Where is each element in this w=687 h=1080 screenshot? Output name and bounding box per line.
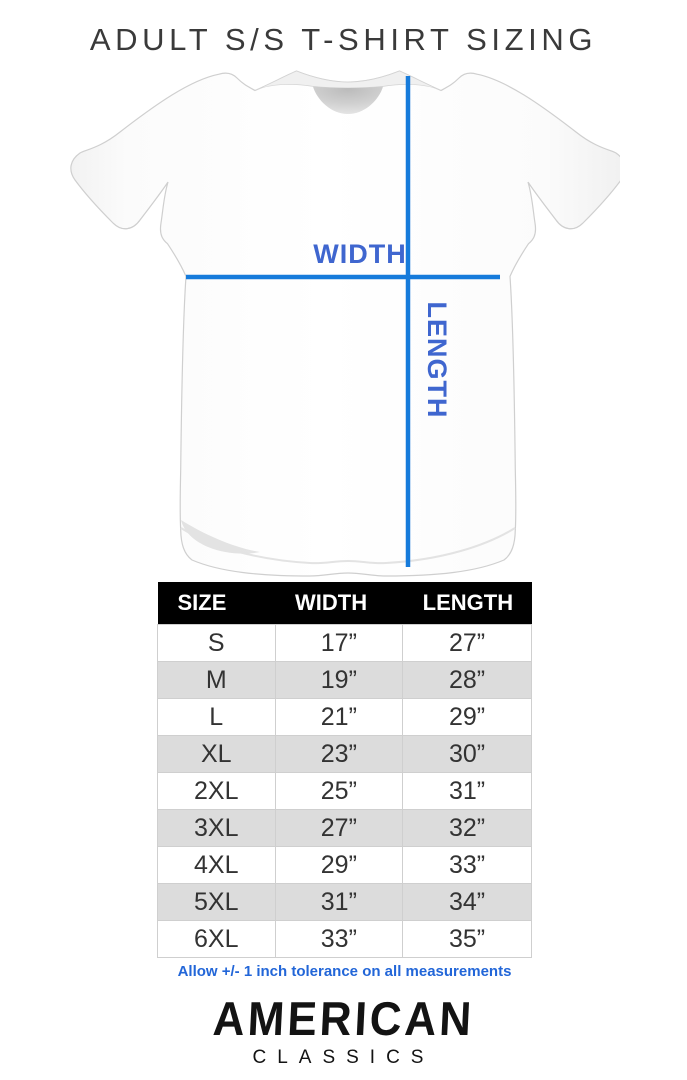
svg-text:LENGTH: LENGTH [422,302,452,419]
svg-text:WIDTH: WIDTH [313,239,406,269]
